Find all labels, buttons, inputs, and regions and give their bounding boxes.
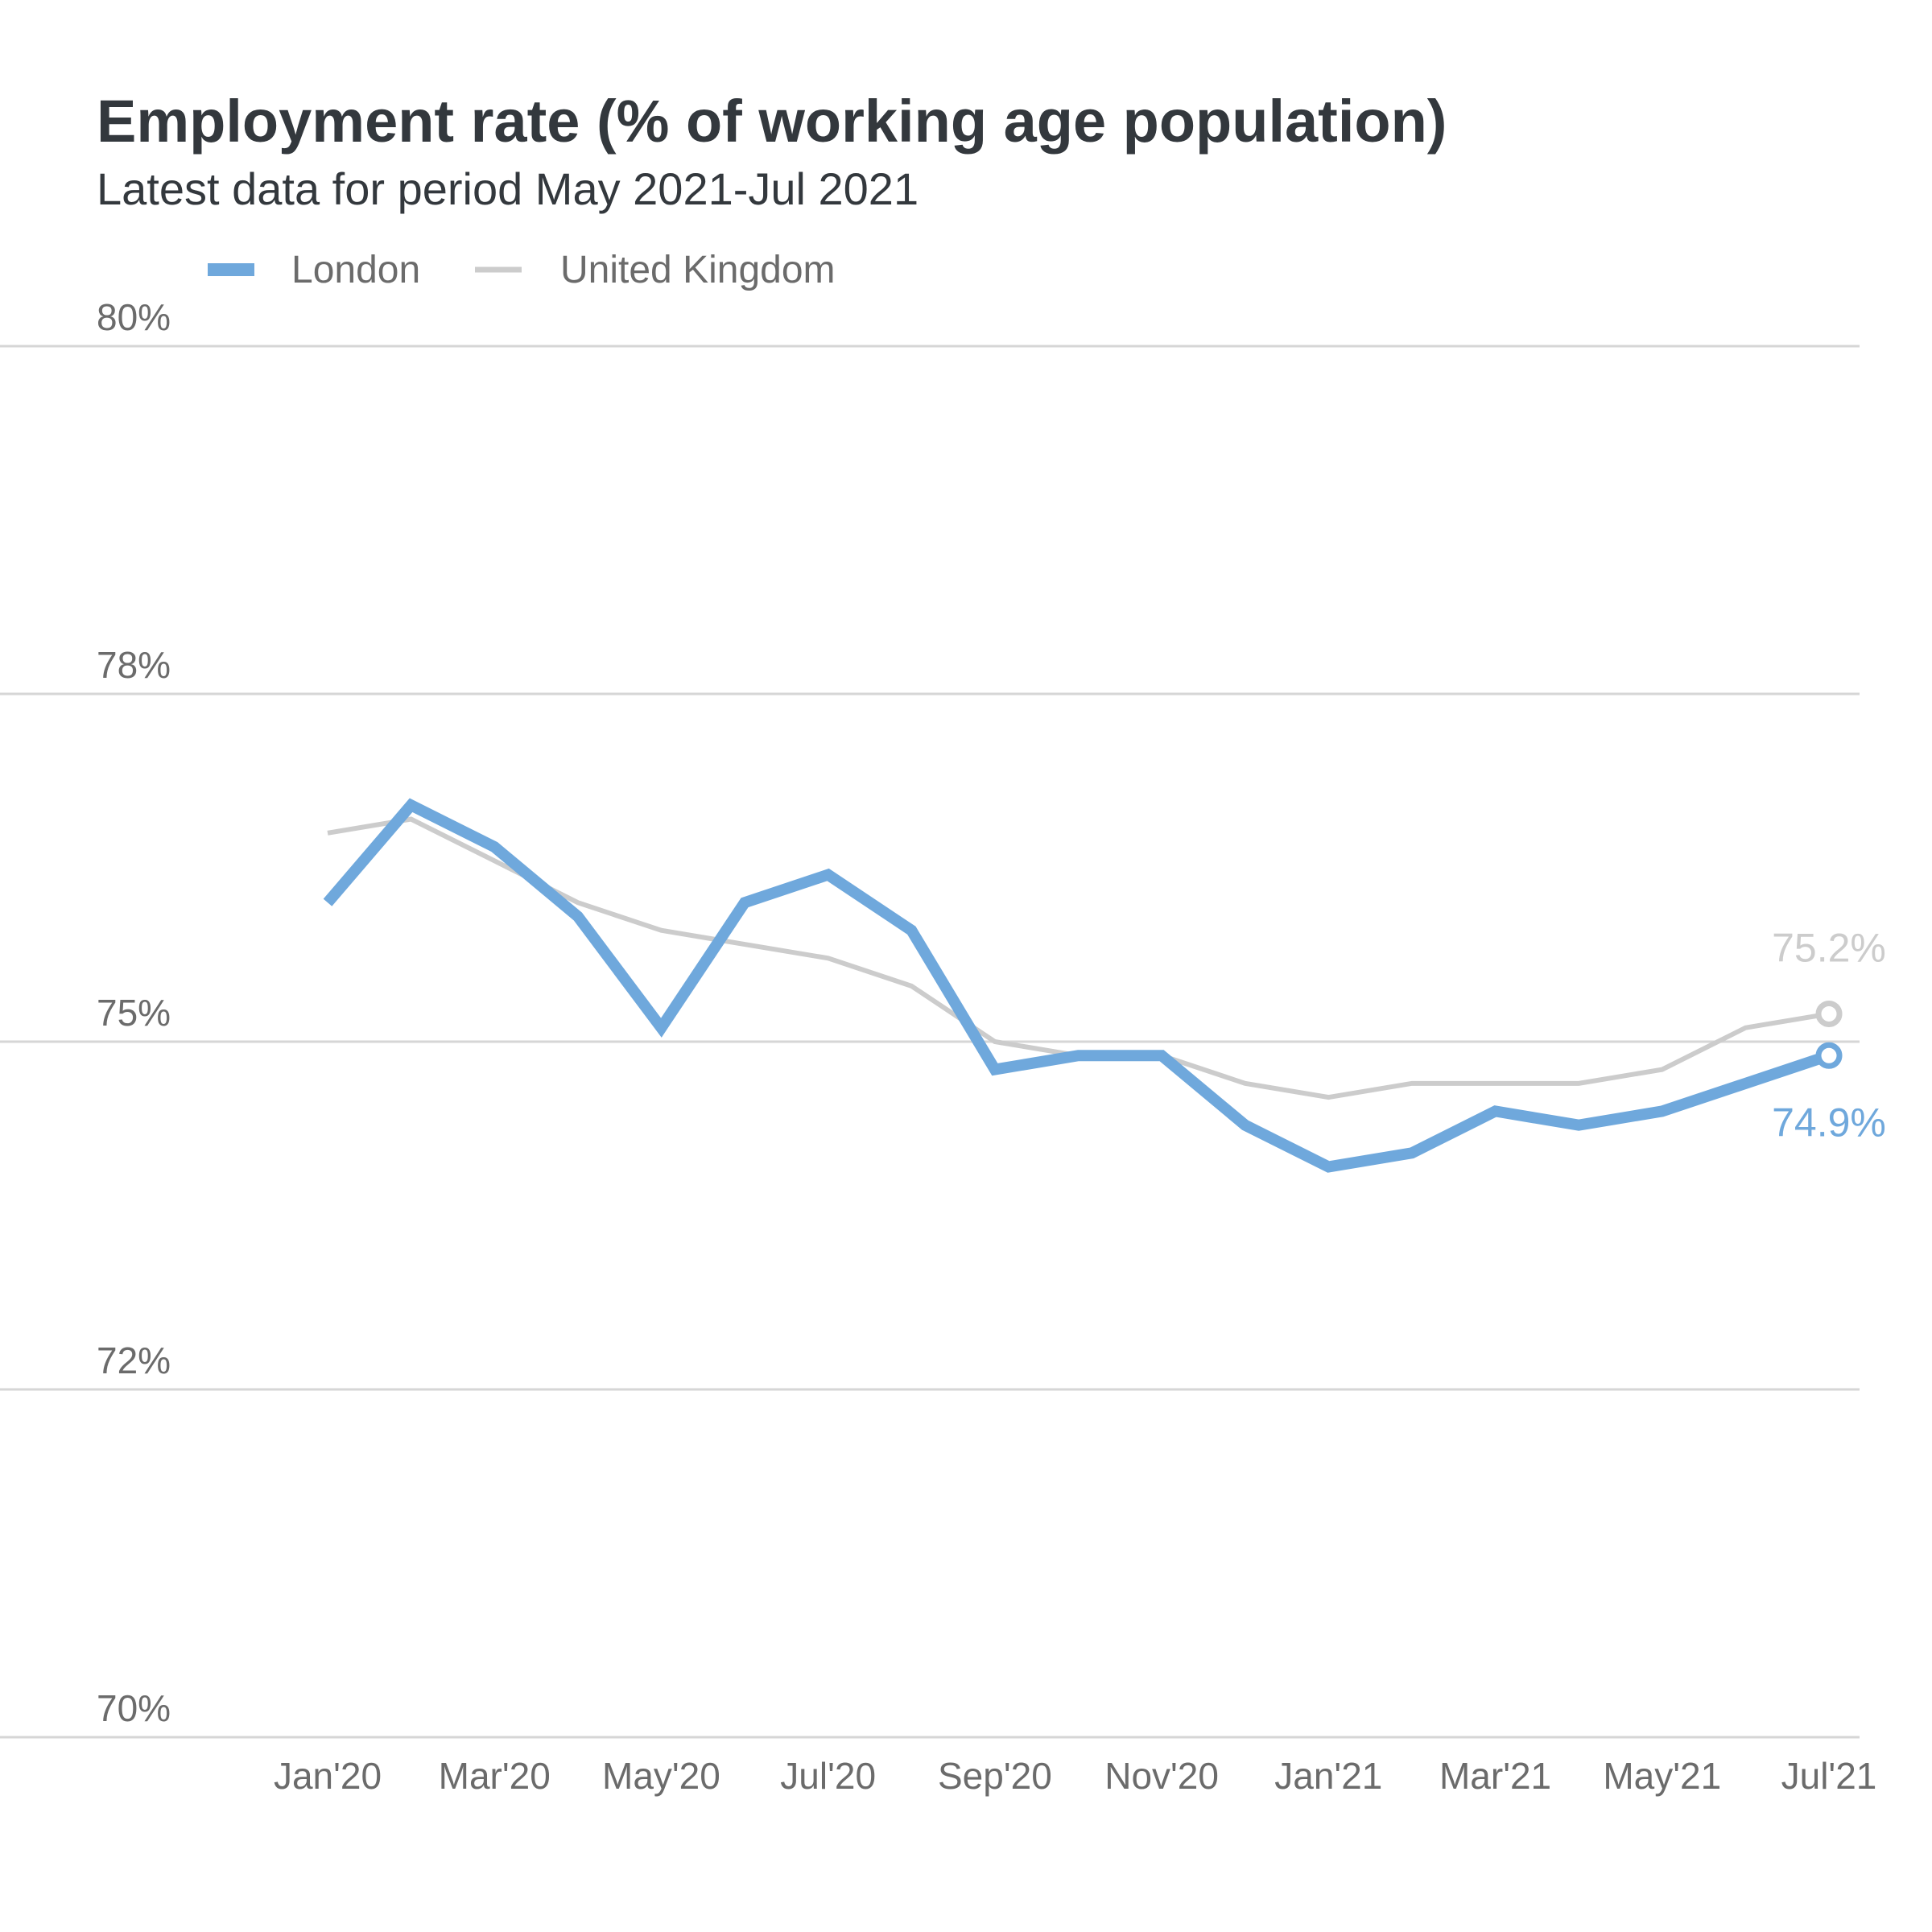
- x-axis-ticks: Jan'20 Mar'20 May'20 Jul'20 Sep'20 Nov'20 Jan'…: [274, 1755, 1876, 1797]
- x-tick-label: Jul'20: [780, 1755, 876, 1797]
- x-tick-label: Jul'21: [1781, 1755, 1877, 1797]
- y-tick-label: 70%: [97, 1687, 171, 1729]
- end-marker-london: [1815, 1042, 1843, 1069]
- x-tick-label: Mar'21: [1439, 1755, 1551, 1797]
- gridlines: [0, 345, 1860, 1739]
- series-lines: [323, 798, 1843, 1173]
- legend-label-london: London: [291, 249, 420, 291]
- chart-subtitle: Latest data for period May 2021-Jul 2021: [97, 163, 919, 214]
- x-tick-label: Jan'21: [1274, 1755, 1382, 1797]
- x-tick-label: May'20: [602, 1755, 720, 1797]
- end-labels: 75.2% 74.9%: [1772, 925, 1886, 1145]
- end-label-uk: 75.2%: [1772, 925, 1886, 970]
- y-tick-label: 80%: [97, 296, 171, 338]
- series-line-london: [323, 798, 1831, 1173]
- y-axis-ticks: 80% 78% 75% 72% 70%: [97, 296, 171, 1729]
- y-tick-label: 72%: [97, 1340, 171, 1381]
- x-tick-label: Nov'20: [1104, 1755, 1219, 1797]
- x-tick-label: Sep'20: [938, 1755, 1052, 1797]
- y-tick-label: 78%: [97, 644, 171, 686]
- y-tick-label: 75%: [97, 992, 171, 1034]
- legend-label-uk: United Kingdom: [560, 249, 836, 291]
- x-tick-label: May'21: [1603, 1755, 1721, 1797]
- x-tick-label: Jan'20: [274, 1755, 382, 1797]
- x-tick-label: Mar'20: [439, 1755, 551, 1797]
- legend: London United Kingdom: [208, 249, 836, 291]
- chart-title: Employment rate (% of working age popula…: [97, 88, 1447, 155]
- end-marker-uk: [1815, 1000, 1843, 1027]
- end-label-london: 74.9%: [1772, 1100, 1886, 1145]
